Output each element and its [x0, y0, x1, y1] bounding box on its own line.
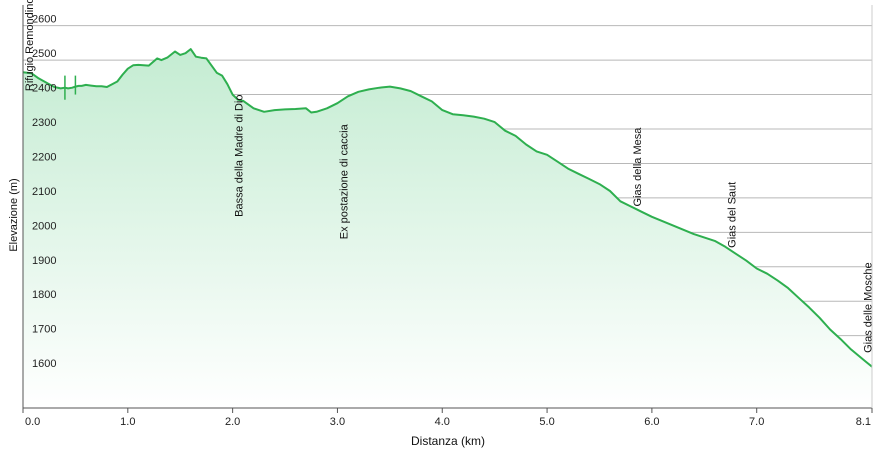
x-tick-label: 0.0: [25, 416, 40, 428]
tick-labels: 1600 1700 1800 1900 2000 2100 2200 2300 2400 2500…: [25, 14, 871, 428]
x-tick-label: 2.0: [225, 416, 240, 428]
waypoint-label: Rifugio Remondino: [24, 0, 36, 91]
y-tick-label: 2200: [32, 151, 56, 163]
elevation-line: [22, 48, 873, 368]
axes: [22, 5, 873, 413]
x-axis-title: Distanza (km): [411, 434, 485, 448]
y-tick-label: 1900: [32, 255, 56, 267]
y-tick-label: 2400: [32, 83, 56, 95]
x-tick-label: 8.1: [856, 416, 871, 428]
waypoint-label: Gias delle Mosche: [863, 262, 875, 353]
y-tick-label: 2300: [32, 117, 56, 129]
waypoint-label: Gias del Saut: [726, 182, 738, 248]
y-tick-label: 2000: [32, 220, 56, 232]
y-tick-label: 2100: [32, 186, 56, 198]
waypoint-label: Ex postazione di caccia: [338, 123, 350, 239]
x-tick-label: 3.0: [330, 416, 345, 428]
elevation-area-fill: [23, 49, 872, 408]
x-tick-label: 6.0: [644, 416, 659, 428]
waypoint-label: Gias della Mesa: [632, 127, 644, 207]
area-layer: [22, 48, 873, 408]
waypoint-label: Bassa della Madre di Dio: [234, 95, 246, 217]
waypoint-labels: Rifugio Remondino Bassa della Madre di Di…: [24, 0, 875, 353]
x-tick-label: 4.0: [435, 416, 450, 428]
y-tick-label: 2600: [32, 14, 56, 26]
y-tick-label: 1700: [32, 324, 56, 336]
y-tick-label: 1600: [32, 358, 56, 370]
y-axis-title: Elevazione (m): [8, 178, 20, 251]
y-tick-label: 2500: [32, 48, 56, 60]
x-tick-label: 5.0: [539, 416, 554, 428]
x-tick-label: 1.0: [120, 416, 135, 428]
y-tick-label: 1800: [32, 289, 56, 301]
x-tick-label: 7.0: [749, 416, 764, 428]
